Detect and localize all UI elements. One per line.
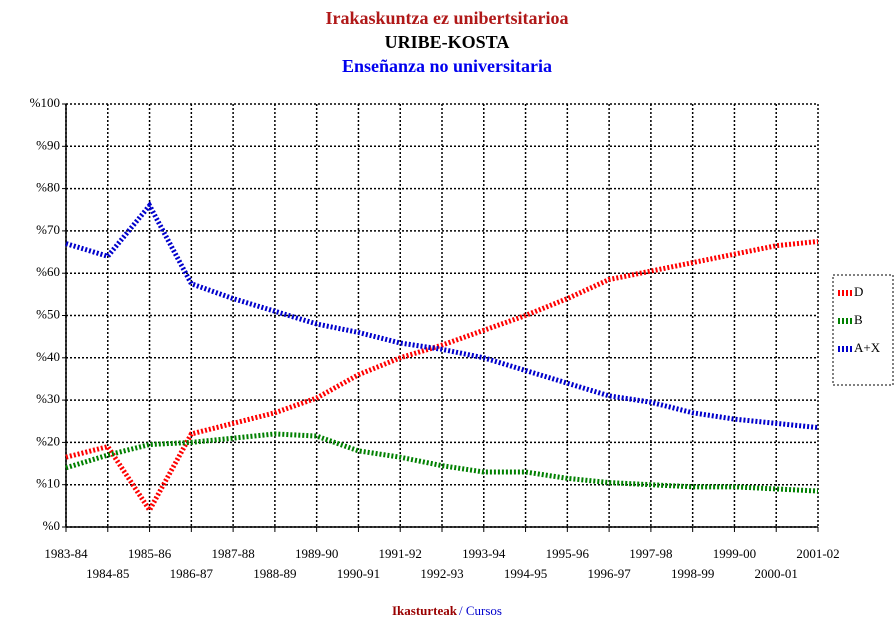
- x-tick-label: 1996-97: [587, 566, 631, 581]
- y-tick-label: %50: [36, 306, 60, 321]
- y-tick-label: %40: [36, 349, 60, 364]
- x-tick-label: 1983-84: [44, 546, 88, 561]
- x-tick-label: 1991-92: [379, 546, 422, 561]
- x-tick-label: 1995-96: [546, 546, 590, 561]
- legend-label: D: [854, 284, 863, 299]
- y-tick-label: %30: [36, 391, 60, 406]
- y-tick-label: %70: [36, 222, 60, 237]
- y-tick-label: %90: [36, 137, 60, 152]
- chart-title: URIBE-KOSTA: [385, 32, 510, 52]
- y-tick-label: %20: [36, 433, 60, 448]
- y-tick-label: %0: [43, 518, 60, 533]
- x-tick-label: 1987-88: [211, 546, 254, 561]
- legend-label: B: [854, 312, 863, 327]
- x-tick-label: 1986-87: [170, 566, 214, 581]
- series-line: [65, 201, 819, 431]
- y-tick-label: %80: [36, 180, 60, 195]
- x-tick-label: 1997-98: [629, 546, 672, 561]
- x-tick-label: 2000-01: [755, 566, 798, 581]
- series-line: [65, 238, 819, 515]
- x-axis-label-part: / Cursos: [459, 603, 502, 618]
- legend-label: A+X: [854, 340, 881, 355]
- chart-title: Irakaskuntza ez unibertsitarioa: [326, 8, 569, 28]
- x-tick-label: 1992-93: [420, 566, 463, 581]
- x-tick-label: 1998-99: [671, 566, 714, 581]
- y-tick-label: %10: [36, 476, 60, 491]
- x-tick-label: 1988-89: [253, 566, 296, 581]
- x-tick-label: 2001-02: [796, 546, 839, 561]
- x-tick-label: 1989-90: [295, 546, 338, 561]
- x-tick-label: 1999-00: [713, 546, 756, 561]
- y-tick-label: %60: [36, 264, 60, 279]
- series-line: [65, 431, 819, 494]
- x-axis-label-part: Ikasturteak: [392, 603, 458, 618]
- x-tick-label: 1984-85: [86, 566, 129, 581]
- x-axis-label: Ikasturteak / Cursos: [392, 603, 502, 618]
- x-tick-label: 1985-86: [128, 546, 172, 561]
- x-tick-label: 1994-95: [504, 566, 547, 581]
- y-tick-label: %100: [30, 95, 60, 110]
- chart-title: Enseñanza no universitaria: [342, 56, 552, 76]
- x-tick-label: 1993-94: [462, 546, 506, 561]
- x-tick-label: 1990-91: [337, 566, 380, 581]
